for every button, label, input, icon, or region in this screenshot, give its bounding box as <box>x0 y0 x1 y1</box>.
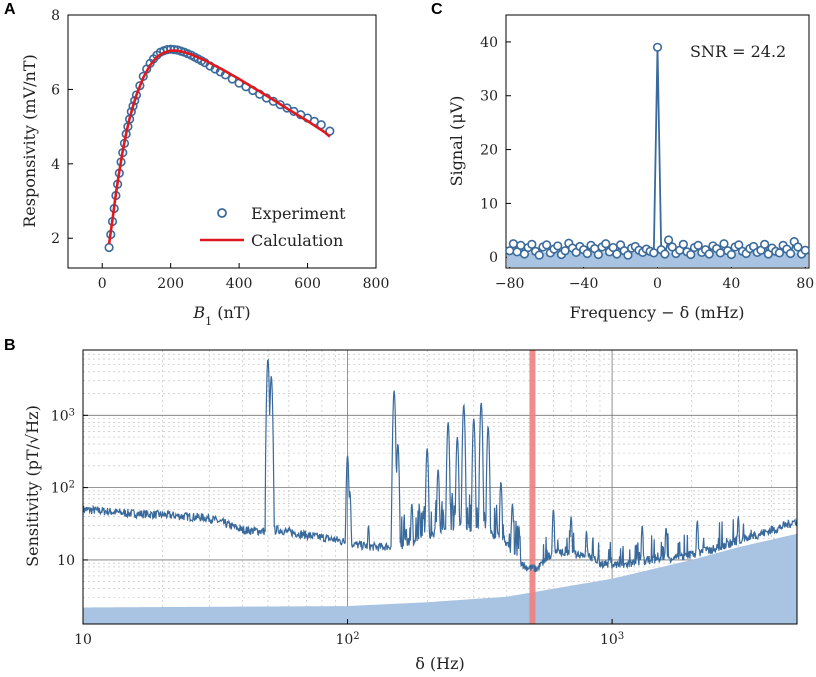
signal-point <box>693 240 703 250</box>
signal-point <box>601 239 611 249</box>
signal-point <box>516 240 526 250</box>
c-ytick-label: 30 <box>480 89 498 105</box>
c-xtick-label: −40 <box>569 276 599 292</box>
c-ytick-label: 40 <box>480 35 498 51</box>
signal-point <box>652 42 663 52</box>
panel-a-letter: A <box>4 1 16 18</box>
signal-point <box>785 248 796 259</box>
signal-point <box>612 249 622 259</box>
signal-point <box>553 241 563 251</box>
b-xtick-label-exp: 3 <box>618 631 624 642</box>
panel-b-xlabel: δ (Hz) <box>415 654 465 673</box>
signal-point <box>719 239 729 249</box>
legend-experiment-label: Experiment <box>251 204 346 223</box>
panel-a-frame <box>67 14 377 269</box>
b-xtick-label-base: 10 <box>600 632 618 648</box>
signal-point <box>560 246 570 256</box>
c-ytick-label: 20 <box>480 143 498 159</box>
b-noise-floor-area <box>83 533 797 624</box>
legend-experiment-marker <box>217 208 227 218</box>
signal-point <box>649 248 659 258</box>
a-ytick-label: 8 <box>51 8 60 24</box>
panel-a: A 0 200 400 600 800 2 4 6 8 Experiment Calculati… <box>4 1 389 328</box>
experiment-point <box>325 126 335 136</box>
signal-point <box>593 249 603 260</box>
b-xtick-label: 103 <box>600 631 624 649</box>
signal-point <box>774 248 785 258</box>
signal-point <box>582 248 592 259</box>
signal-point <box>704 249 714 259</box>
signal-point <box>678 239 688 249</box>
a-xtick-label: 400 <box>226 276 253 292</box>
b-xtick-label-base: 10 <box>335 632 353 648</box>
panel-b-frame <box>82 349 798 625</box>
a-xtick-label: 200 <box>157 276 184 292</box>
signal-point <box>534 250 544 260</box>
signal-point <box>760 239 770 249</box>
calculation-line <box>107 49 331 244</box>
b-xtick-label: 10 <box>74 632 92 648</box>
panel-a-xlabel: B1 (nT) <box>192 303 250 328</box>
b-ytick-label: 103 <box>51 407 75 425</box>
legend-calculation-label: Calculation <box>251 231 343 250</box>
b-ytick-label: 10 <box>57 553 75 569</box>
b-ytick-label-base: 10 <box>51 481 69 497</box>
b-ytick-label: 102 <box>51 479 75 497</box>
a-xtick-label: 800 <box>363 276 390 292</box>
b-ytick-label-exp: 2 <box>69 479 75 490</box>
b-xtick-label-exp: 2 <box>353 631 359 642</box>
b-xtick-label-base: 10 <box>74 632 92 648</box>
signal-point <box>726 249 737 260</box>
b-ytick-label-base: 10 <box>57 553 75 569</box>
c-ytick-label: 10 <box>480 196 498 212</box>
panel-b-letter: B <box>4 337 16 354</box>
panel-a-xlabel-unit: (nT) <box>212 303 251 322</box>
c-xtick-label: 0 <box>653 276 662 292</box>
signal-point <box>542 240 552 250</box>
panel-c-ylabel: Signal (μV) <box>447 96 466 187</box>
panel-a-ylabel: Responsivity (mV/nT) <box>20 54 39 228</box>
signal-point <box>663 235 674 245</box>
a-ytick-label: 6 <box>51 82 60 98</box>
panel-c-snr-annotation: SNR = 24.2 <box>690 42 786 61</box>
signal-point <box>800 245 810 255</box>
c-ytick-label: 0 <box>489 250 498 266</box>
signal-point <box>527 239 537 249</box>
a-ytick-label: 2 <box>51 231 60 247</box>
a-xtick-label: 600 <box>294 276 321 292</box>
b-ytick-label-base: 10 <box>51 408 69 424</box>
b-sensitivity-line <box>82 358 798 573</box>
signal-point <box>508 239 518 249</box>
signal-line <box>508 47 806 257</box>
b-ytick-label-exp: 3 <box>69 407 75 418</box>
panel-a-xlabel-main: B <box>192 303 205 322</box>
c-xtick-label: 40 <box>722 276 740 292</box>
signal-point <box>793 242 803 252</box>
signal-point <box>660 249 670 259</box>
b-xtick-label: 102 <box>335 631 359 649</box>
b-highlight-band <box>529 350 536 624</box>
signal-point <box>623 250 633 260</box>
panel-b-ylabel: Sensitivity (pT/√Hz) <box>23 405 42 567</box>
panel-c-letter: C <box>431 1 443 18</box>
panel-c-xlabel: Frequency − δ (mHz) <box>570 303 745 322</box>
c-xtick-label: 80 <box>796 276 814 292</box>
a-ytick-label: 4 <box>51 157 60 173</box>
signal-point <box>715 248 725 258</box>
panel-c: C −80 −40 0 40 80 0 10 20 30 40 SNR = 24.2 Signal… <box>431 1 814 322</box>
signal-point <box>686 249 696 260</box>
a-xtick-label: 0 <box>98 276 107 292</box>
panel-a-xlabel-sub: 1 <box>205 315 212 328</box>
experiment-point <box>104 242 114 253</box>
c-xtick-label: −80 <box>495 276 525 292</box>
panel-a-legend: Experiment Calculation <box>200 204 346 250</box>
